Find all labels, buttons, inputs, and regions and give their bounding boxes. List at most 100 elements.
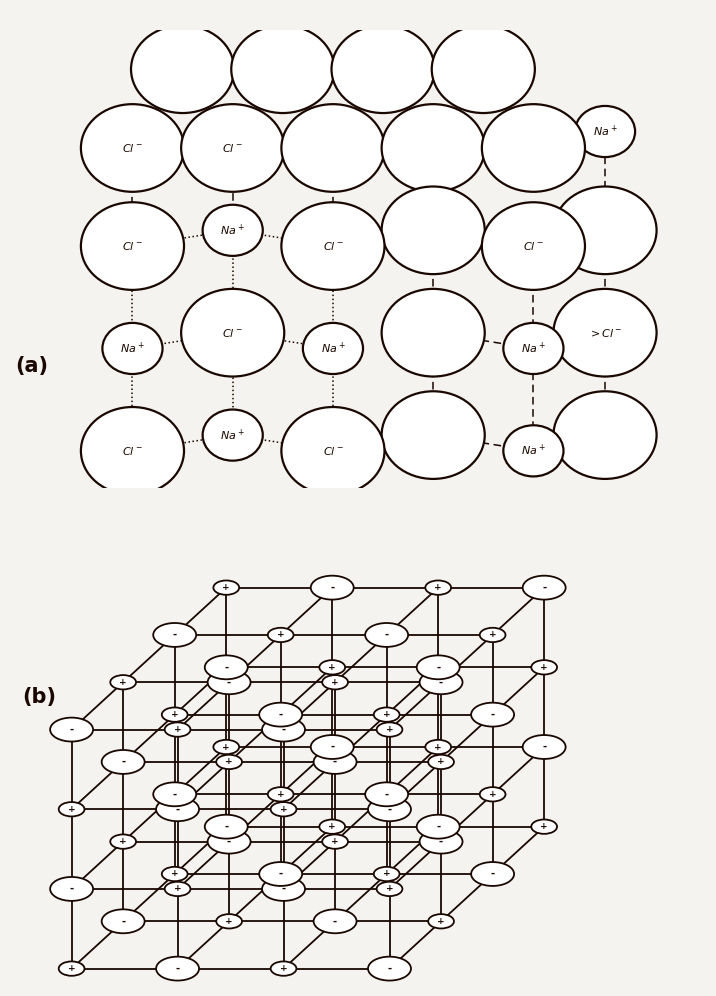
Ellipse shape: [314, 909, 357, 933]
Ellipse shape: [216, 914, 242, 928]
Ellipse shape: [428, 914, 454, 928]
Text: +: +: [435, 583, 442, 593]
Text: +: +: [280, 805, 287, 814]
Ellipse shape: [420, 830, 463, 854]
Text: +: +: [437, 757, 445, 767]
Ellipse shape: [382, 289, 485, 376]
Text: $Cl^-$: $Cl^-$: [322, 240, 344, 252]
Text: -: -: [224, 822, 228, 832]
Ellipse shape: [81, 202, 184, 290]
Ellipse shape: [471, 862, 514, 886]
Ellipse shape: [81, 407, 184, 495]
Ellipse shape: [471, 703, 514, 727]
Text: +: +: [329, 822, 336, 832]
Text: -: -: [542, 583, 546, 593]
Ellipse shape: [208, 670, 251, 694]
Ellipse shape: [303, 323, 363, 374]
Ellipse shape: [480, 627, 505, 642]
Text: -: -: [175, 804, 180, 815]
Ellipse shape: [262, 877, 305, 900]
Ellipse shape: [319, 820, 345, 834]
Text: -: -: [436, 662, 440, 672]
Text: +: +: [120, 837, 127, 847]
Ellipse shape: [503, 425, 563, 476]
Ellipse shape: [213, 740, 239, 754]
Ellipse shape: [262, 717, 305, 741]
Text: $Na^+$: $Na^+$: [521, 341, 546, 357]
Ellipse shape: [281, 407, 384, 495]
Ellipse shape: [268, 627, 294, 642]
Text: (b): (b): [22, 687, 57, 707]
Ellipse shape: [575, 106, 635, 157]
Ellipse shape: [425, 581, 451, 595]
Text: +: +: [174, 725, 181, 734]
Ellipse shape: [382, 186, 485, 274]
Text: -: -: [542, 742, 546, 752]
Ellipse shape: [374, 867, 400, 881]
Text: -: -: [281, 724, 286, 735]
Text: (a): (a): [16, 357, 49, 376]
Ellipse shape: [314, 750, 357, 774]
Ellipse shape: [417, 815, 460, 839]
Ellipse shape: [181, 289, 284, 376]
Ellipse shape: [208, 830, 251, 854]
Text: $Cl^-$: $Cl^-$: [222, 142, 243, 154]
Ellipse shape: [374, 707, 400, 722]
Ellipse shape: [205, 655, 248, 679]
Ellipse shape: [311, 735, 354, 759]
Ellipse shape: [259, 862, 302, 886]
Ellipse shape: [59, 961, 84, 976]
Text: -: -: [439, 837, 443, 847]
Text: +: +: [226, 916, 233, 926]
Text: $Na^+$: $Na^+$: [221, 223, 245, 238]
Text: +: +: [223, 742, 230, 752]
Text: -: -: [439, 677, 443, 687]
Ellipse shape: [162, 707, 188, 722]
Text: +: +: [332, 677, 339, 687]
Text: +: +: [171, 710, 178, 719]
Text: +: +: [223, 583, 230, 593]
Ellipse shape: [322, 835, 348, 849]
Text: +: +: [226, 757, 233, 767]
Ellipse shape: [377, 722, 402, 737]
Ellipse shape: [213, 581, 239, 595]
Ellipse shape: [553, 391, 657, 479]
Ellipse shape: [153, 783, 196, 807]
Ellipse shape: [482, 105, 585, 192]
Ellipse shape: [553, 186, 657, 274]
Ellipse shape: [531, 820, 557, 834]
Text: -: -: [436, 822, 440, 832]
Text: -: -: [279, 709, 283, 720]
Text: -: -: [384, 789, 389, 800]
Ellipse shape: [268, 787, 294, 802]
Ellipse shape: [319, 660, 345, 674]
Ellipse shape: [271, 961, 296, 976]
Ellipse shape: [156, 797, 199, 821]
Ellipse shape: [165, 881, 190, 896]
Text: $Cl^-$: $Cl^-$: [322, 445, 344, 457]
Text: +: +: [277, 790, 284, 799]
Text: +: +: [383, 870, 390, 878]
Ellipse shape: [368, 797, 411, 821]
Text: $Na^+$: $Na^+$: [593, 124, 617, 139]
Text: +: +: [171, 870, 178, 878]
Ellipse shape: [162, 867, 188, 881]
Text: $Na^+$: $Na^+$: [221, 427, 245, 443]
Text: +: +: [541, 662, 548, 672]
Ellipse shape: [425, 740, 451, 754]
Text: +: +: [386, 884, 393, 893]
Ellipse shape: [110, 675, 136, 689]
Ellipse shape: [523, 576, 566, 600]
Text: -: -: [333, 916, 337, 926]
Ellipse shape: [102, 323, 163, 374]
Text: +: +: [435, 742, 442, 752]
Ellipse shape: [131, 26, 234, 113]
Ellipse shape: [271, 802, 296, 817]
Ellipse shape: [365, 623, 408, 647]
Ellipse shape: [377, 881, 402, 896]
Ellipse shape: [368, 956, 411, 980]
Ellipse shape: [205, 815, 248, 839]
Text: -: -: [173, 629, 177, 640]
Text: +: +: [329, 662, 336, 672]
Text: -: -: [69, 724, 74, 735]
